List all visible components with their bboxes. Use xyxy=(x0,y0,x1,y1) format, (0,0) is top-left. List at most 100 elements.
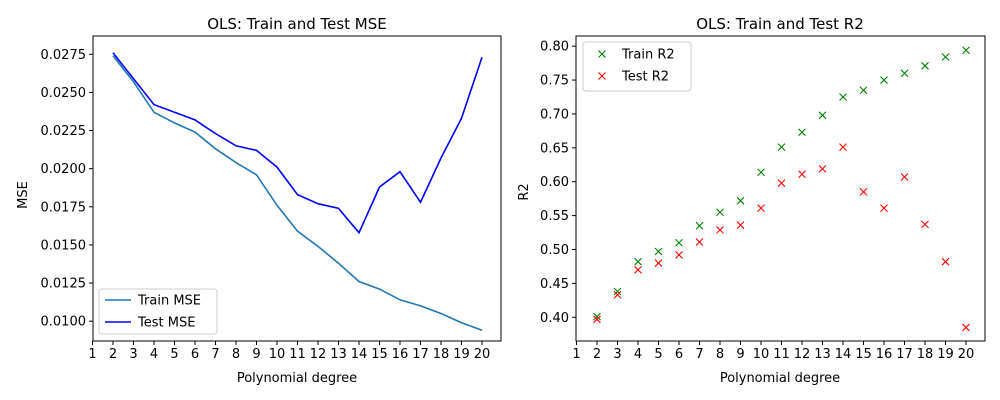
r2-test-r2-point xyxy=(839,143,847,152)
mse-x-axis-label: Polynomial degree xyxy=(237,371,357,386)
mse-x-tick-label: 7 xyxy=(211,347,219,362)
r2-x-tick-label: 12 xyxy=(794,347,811,362)
r2-x-tick-label: 14 xyxy=(835,347,852,362)
mse-x-tick-label: 9 xyxy=(252,347,260,362)
mse-x-tick-label: 1 xyxy=(88,347,96,362)
mse-x-tick-label: 15 xyxy=(371,347,388,362)
r2-x-tick-label: 11 xyxy=(773,347,790,362)
r2-train-r2-point xyxy=(593,312,601,321)
r2-y-tick-label: 0.65 xyxy=(540,141,569,156)
r2-train-r2-point xyxy=(900,69,909,78)
mse-x-tick-label: 18 xyxy=(433,347,450,362)
mse-x-tick-label: 2 xyxy=(109,347,117,362)
mse-plot-area: 1 2 3 4 5 6 7 8 9 10 11 12 13 14 15 16 17 18 19 200.01000.0… xyxy=(41,35,502,362)
r2-y-tick-label: 0.45 xyxy=(540,277,569,292)
r2-x-tick-label: 13 xyxy=(814,347,831,362)
r2-train-r2-point xyxy=(859,86,868,95)
r2-test-r2-point xyxy=(818,164,827,173)
r2-y-tick-label: 0.40 xyxy=(540,311,569,326)
r2-test-r2-point xyxy=(900,173,909,181)
r2-x-tick-label: 18 xyxy=(917,347,934,362)
r2-test-r2-point xyxy=(736,221,745,229)
r2-legend: Train R2 Test R2 xyxy=(582,41,692,92)
mse-chart-title: OLS: Train and Test MSE xyxy=(207,15,387,33)
r2-train-r2-point xyxy=(839,93,847,101)
r2-plot-area: 1 2 3 4 5 6 7 8 9 10 11 12 13 14 15 16 17 18 19 200.400.450… xyxy=(540,35,986,362)
mse-y-tick-label: 0.0125 xyxy=(41,277,87,292)
r2-test-r2-point xyxy=(777,179,786,187)
r2-train-r2-point xyxy=(941,53,950,61)
r2-x-tick-label: 6 xyxy=(675,347,683,362)
mse-y-tick-label: 0.0250 xyxy=(41,86,87,101)
r2-test-r2-point xyxy=(941,257,950,266)
r2-x-tick-label: 16 xyxy=(876,347,893,362)
mse-legend-label: Test MSE xyxy=(137,316,195,331)
r2-test-r2-point xyxy=(798,170,806,179)
mse-x-tick-label: 12 xyxy=(310,347,327,362)
r2-x-tick-label: 20 xyxy=(958,347,975,362)
r2-x-tick-label: 7 xyxy=(695,347,703,362)
r2-test-r2-point xyxy=(921,220,929,229)
r2-y-tick-label: 0.55 xyxy=(540,209,569,224)
mse-x-tick-label: 10 xyxy=(269,347,286,362)
r2-y-tick-label: 0.70 xyxy=(540,107,569,122)
r2-test-r2-point xyxy=(859,187,868,196)
r2-x-tick-label: 15 xyxy=(855,347,872,362)
mse-x-tick-label: 20 xyxy=(474,347,491,362)
r2-train-r2-point xyxy=(654,247,663,256)
mse-y-tick-label: 0.0100 xyxy=(41,315,87,330)
r2-chart: OLS: Train and Test R2 Polynomial degree… xyxy=(517,15,986,386)
r2-y-tick-label: 0.50 xyxy=(540,243,569,258)
mse-x-tick-label: 8 xyxy=(232,347,240,362)
r2-axes-frame xyxy=(575,35,986,342)
r2-train-r2-point xyxy=(818,111,827,120)
mse-series-test-mse-line xyxy=(112,52,483,235)
mse-y-tick-label: 0.0175 xyxy=(41,200,87,215)
r2-test-r2-point xyxy=(962,323,970,332)
r2-legend-swatch-test-r2 xyxy=(598,72,606,80)
mse-x-tick-label: 17 xyxy=(412,347,429,362)
mse-x-tick-label: 11 xyxy=(289,347,306,362)
r2-x-tick-label: 17 xyxy=(896,347,913,362)
r2-x-tick-label: 8 xyxy=(716,347,724,362)
r2-x-tick-label: 2 xyxy=(593,347,601,362)
mse-x-tick-label: 19 xyxy=(453,347,470,362)
r2-chart-title: OLS: Train and Test R2 xyxy=(696,15,864,33)
r2-test-r2-point xyxy=(634,265,642,274)
r2-train-r2-point xyxy=(675,238,683,247)
r2-train-r2-point xyxy=(716,208,724,217)
r2-test-r2-point xyxy=(716,225,724,234)
mse-x-tick-label: 6 xyxy=(191,347,199,362)
r2-train-r2-point xyxy=(757,168,765,177)
r2-test-r2-point xyxy=(695,238,704,246)
r2-x-axis-label: Polynomial degree xyxy=(720,371,840,386)
mse-y-tick-label: 0.0200 xyxy=(41,162,87,177)
r2-train-r2-point xyxy=(962,46,970,55)
r2-x-tick-label: 9 xyxy=(736,347,744,362)
r2-train-r2-point xyxy=(736,196,745,205)
mse-y-tick-label: 0.0150 xyxy=(41,238,87,253)
mse-x-tick-label: 5 xyxy=(170,347,178,362)
r2-test-r2-point xyxy=(613,291,622,299)
r2-legend-swatch-train-r2 xyxy=(598,50,606,58)
mse-x-tick-label: 13 xyxy=(330,347,347,362)
mse-y-tick-label: 0.0225 xyxy=(41,124,87,139)
r2-test-r2-point xyxy=(880,204,888,213)
mse-x-tick-label: 14 xyxy=(351,347,368,362)
mse-y-tick-label: 0.0275 xyxy=(41,48,87,63)
r2-test-r2-point xyxy=(654,259,663,267)
r2-y-tick-label: 0.75 xyxy=(540,74,569,89)
r2-train-r2-point xyxy=(634,257,642,266)
r2-test-r2-point xyxy=(593,315,601,324)
mse-chart: OLS: Train and Test MSE Polynomial degre… xyxy=(16,15,502,386)
r2-x-tick-label: 19 xyxy=(937,347,954,362)
r2-train-r2-point xyxy=(695,221,704,230)
mse-legend: Train MSE Test MSE xyxy=(98,288,218,335)
r2-x-tick-label: 3 xyxy=(613,347,621,362)
r2-x-tick-label: 4 xyxy=(634,347,642,362)
r2-x-tick-label: 10 xyxy=(753,347,770,362)
r2-test-r2-point xyxy=(675,251,683,259)
r2-x-tick-label: 5 xyxy=(654,347,662,362)
r2-train-r2-point xyxy=(798,128,806,137)
